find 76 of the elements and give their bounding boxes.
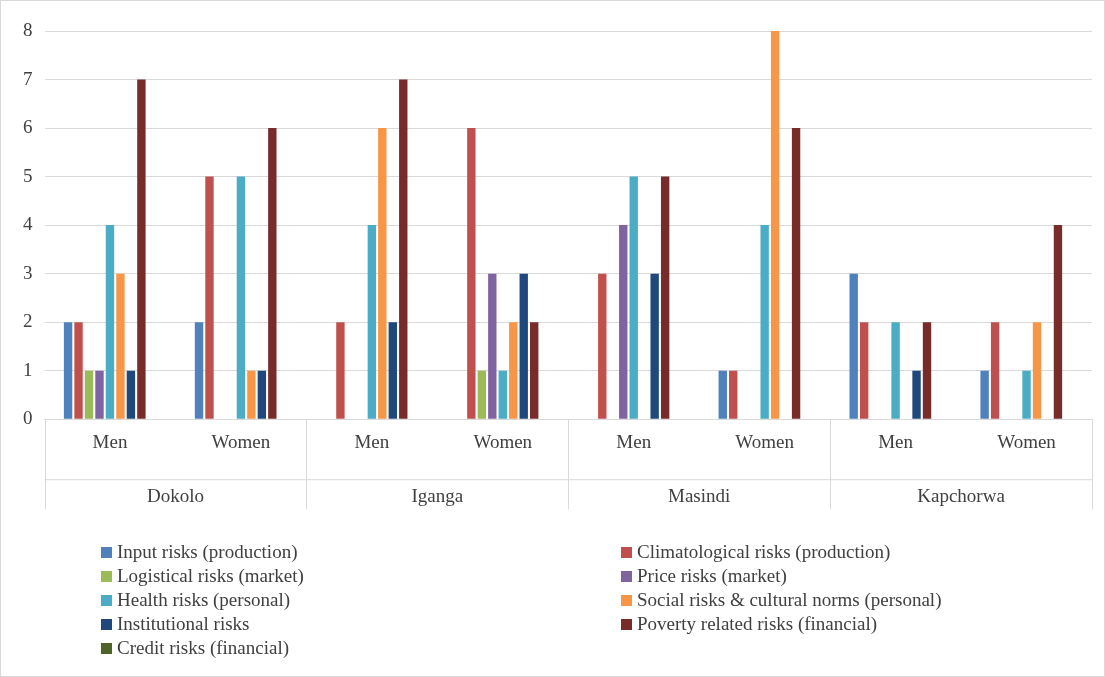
bar <box>1053 225 1063 419</box>
bar <box>236 176 246 419</box>
bar <box>336 322 345 419</box>
x-tick-label: Men <box>616 430 652 452</box>
bar <box>660 176 670 419</box>
bar <box>629 176 638 419</box>
bar <box>849 273 858 419</box>
y-tick-label: 2 <box>23 310 33 332</box>
bar <box>205 176 214 419</box>
text: Kapchorwa <box>917 485 1006 507</box>
bar <box>650 273 659 419</box>
bar <box>268 128 277 419</box>
x-tick-label: Men <box>878 430 914 452</box>
legend-label: Poverty related risks (financial) <box>636 613 879 635</box>
x-tick-label: Women <box>735 430 795 452</box>
bar <box>498 370 507 419</box>
bar <box>126 370 136 419</box>
bar <box>980 370 989 419</box>
y-tick-label: 1 <box>23 358 33 380</box>
bar <box>116 273 125 419</box>
bar <box>95 370 104 419</box>
bar <box>257 370 267 419</box>
y-tick-label: 6 <box>23 116 33 138</box>
bar <box>519 273 528 419</box>
text: Dokolo <box>146 485 204 507</box>
bar <box>247 370 256 419</box>
bar <box>1032 322 1042 419</box>
legend-label: Price risks (market) <box>636 565 788 587</box>
bar <box>488 273 497 419</box>
legend-label: Logistical risks (market) <box>116 565 305 587</box>
bar <box>760 225 769 419</box>
bar <box>922 322 932 419</box>
y-tick-label: 7 <box>23 67 33 89</box>
y-tick-label: 5 <box>23 164 33 186</box>
legend-label: Institutional risks <box>116 613 251 635</box>
bar <box>74 322 83 419</box>
y-tick-label: 4 <box>23 213 33 235</box>
bar <box>770 31 780 419</box>
bar <box>1022 370 1031 419</box>
text: Iganga <box>411 485 464 507</box>
bar <box>378 128 387 419</box>
bar <box>791 128 801 419</box>
y-tick-label: 0 <box>23 407 33 429</box>
text: Masindi <box>668 485 731 507</box>
bar <box>530 322 539 419</box>
bar <box>105 225 115 419</box>
x-tick-label: Men <box>354 430 390 452</box>
legend-label: Credit risks (financial) <box>116 637 290 659</box>
bar <box>388 322 397 419</box>
bar <box>367 225 377 419</box>
x-tick-label: Men <box>92 430 128 452</box>
legend-label: Input risks (production) <box>116 541 299 563</box>
bar <box>194 322 204 419</box>
bar <box>912 370 921 419</box>
legend-label: Social risks & cultural norms (personal) <box>636 589 943 611</box>
bar <box>477 370 487 419</box>
bar <box>598 273 607 419</box>
bar <box>859 322 869 419</box>
bar <box>509 322 518 419</box>
legend-label: Health risks (personal) <box>116 589 292 611</box>
bar <box>619 225 628 419</box>
x-tick-label: Women <box>473 430 533 452</box>
bar <box>891 322 900 419</box>
bar <box>399 79 408 419</box>
y-tick-label: 8 <box>23 18 33 40</box>
bar <box>990 322 1000 419</box>
x-tick-label: Women <box>211 430 271 452</box>
bar <box>467 128 476 419</box>
bar <box>63 322 73 419</box>
legend-label: Climatological risks (production) <box>636 541 892 563</box>
y-tick-label: 3 <box>23 261 33 283</box>
bar <box>729 370 738 419</box>
bar <box>137 79 146 419</box>
x-tick-label: Women <box>997 430 1057 452</box>
bar <box>718 370 727 419</box>
bar <box>84 370 94 419</box>
